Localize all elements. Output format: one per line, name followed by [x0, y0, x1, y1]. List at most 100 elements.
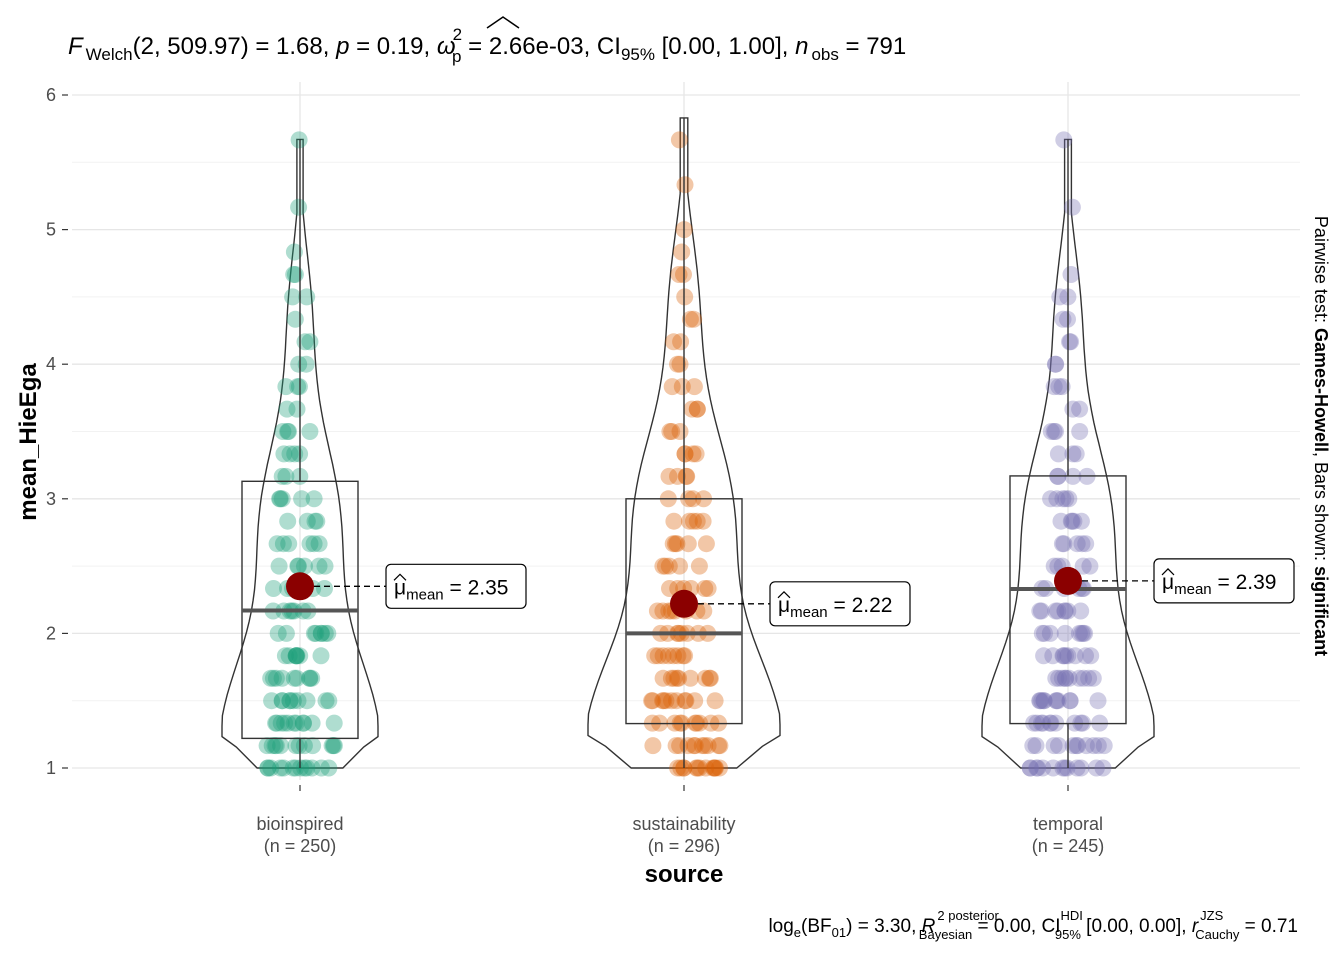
data-point: [657, 692, 675, 710]
data-point: [280, 535, 298, 553]
data-point: [297, 355, 315, 373]
data-point: [1072, 512, 1090, 530]
data-point: [290, 198, 308, 216]
data-point: [264, 669, 282, 687]
data-point: [1068, 535, 1086, 553]
data-point: [301, 669, 319, 687]
data-point: [316, 557, 334, 575]
data-point: [308, 512, 326, 530]
data-point: [287, 714, 305, 732]
data-point: [1045, 423, 1063, 440]
data-point: [287, 647, 305, 665]
data-point: [684, 445, 702, 463]
x-tick-label: bioinspired: [256, 814, 343, 834]
data-point: [324, 737, 342, 755]
data-point: [301, 423, 319, 440]
data-point: [312, 759, 330, 777]
data-point: [1060, 669, 1078, 687]
data-point: [1035, 647, 1053, 665]
data-point: [707, 759, 724, 777]
data-point: [661, 580, 678, 597]
x-tick-label: temporal: [1033, 814, 1103, 834]
data-point: [672, 759, 690, 777]
data-point: [1053, 378, 1071, 396]
data-point: [1035, 692, 1053, 710]
data-point: [1082, 647, 1100, 665]
x-tick-count: (n = 245): [1032, 836, 1105, 856]
data-point: [668, 669, 686, 687]
data-point: [268, 535, 286, 553]
data-point: [1042, 423, 1060, 440]
data-point: [676, 445, 694, 463]
mean-label-box: [1153, 558, 1295, 604]
data-point: [306, 512, 324, 530]
data-point: [663, 692, 680, 710]
data-point: [1021, 759, 1039, 777]
data-point: [277, 624, 295, 642]
data-point: [285, 714, 303, 732]
data-point: [284, 288, 302, 306]
data-point: [670, 669, 688, 687]
data-point: [1035, 692, 1053, 710]
data-point: [303, 759, 321, 777]
data-point: [1060, 490, 1078, 508]
data-point: [271, 490, 289, 508]
data-point: [290, 131, 308, 149]
data-point: [274, 423, 292, 440]
data-point: [1065, 512, 1083, 530]
data-point: [287, 647, 305, 665]
x-tick-label: sustainability: [632, 814, 735, 834]
data-point: [665, 669, 683, 687]
mean-hat: [1161, 568, 1175, 576]
data-point: [270, 557, 288, 575]
data-point: [1062, 512, 1080, 530]
y-tick-label: 3: [46, 489, 56, 509]
data-point: [654, 647, 672, 665]
data-point: [286, 266, 304, 283]
data-point: [643, 692, 661, 710]
data-point: [1056, 669, 1074, 687]
data-point: [668, 535, 686, 553]
data-point: [276, 647, 294, 665]
data-point: [1061, 333, 1078, 351]
data-point: [654, 692, 672, 710]
data-point: [1042, 490, 1060, 508]
data-point: [671, 557, 688, 575]
data-point: [654, 557, 672, 575]
data-point: [316, 580, 333, 597]
data-point: [1034, 759, 1052, 777]
data-point: [1061, 692, 1079, 710]
data-point: [1059, 602, 1077, 620]
data-point: [307, 624, 325, 642]
data-point: [266, 737, 284, 755]
data-points: [1021, 131, 1113, 777]
data-point: [687, 759, 705, 777]
data-point: [1076, 624, 1094, 642]
data-point: [312, 624, 330, 642]
data-point: [320, 759, 338, 777]
data-point: [285, 669, 303, 687]
data-point: [1050, 378, 1068, 396]
data-point: [298, 759, 316, 777]
data-point: [685, 310, 703, 328]
data-point: [287, 737, 305, 755]
data-point: [1061, 692, 1079, 710]
data-point: [287, 647, 305, 665]
data-point: [696, 580, 714, 597]
data-point: [1049, 445, 1067, 463]
data-point: [298, 288, 316, 306]
data-point: [1066, 647, 1084, 665]
title-hat: [486, 16, 520, 29]
data-point: [674, 647, 692, 665]
x-tick-count: (n = 250): [264, 836, 337, 856]
data-point: [285, 243, 303, 261]
data-point: [288, 647, 306, 665]
data-point: [1053, 535, 1071, 553]
y-tick-label: 6: [46, 85, 56, 105]
data-point: [1050, 669, 1068, 687]
data-point: [690, 557, 708, 575]
data-point: [1057, 647, 1074, 665]
data-point: [1031, 692, 1049, 710]
data-point: [660, 557, 678, 575]
data-point: [1054, 310, 1072, 328]
